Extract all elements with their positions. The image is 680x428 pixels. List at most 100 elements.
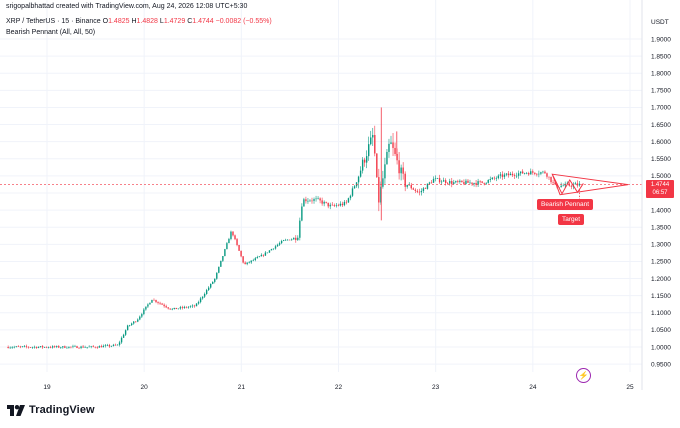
- candle-body: [205, 290, 208, 295]
- candle-body: [473, 182, 475, 184]
- candle-body: [410, 184, 412, 189]
- candle-body: [256, 257, 258, 259]
- candle-body: [78, 348, 80, 349]
- candle-body: [189, 306, 192, 307]
- chart-attribution: srigopalbhattad created with TradingView…: [6, 3, 248, 10]
- candle-body: [349, 195, 352, 199]
- candle-body: [230, 231, 232, 239]
- candle-body: [7, 347, 9, 349]
- candle-body: [126, 325, 129, 331]
- candle-body: [574, 183, 577, 185]
- candle-body: [272, 248, 275, 250]
- candle-body: [153, 299, 155, 301]
- candle-body: [110, 345, 113, 347]
- close-label: C: [187, 18, 193, 25]
- candle-body: [222, 256, 224, 261]
- candle-body: [193, 305, 196, 307]
- candle-body: [331, 204, 333, 206]
- candle-body: [62, 346, 64, 348]
- candle-body: [475, 182, 477, 185]
- candle-body: [540, 172, 542, 174]
- candle-body: [489, 179, 491, 180]
- y-tick-label: 1.0000: [651, 344, 671, 351]
- candle-body: [455, 181, 457, 183]
- candle-body: [19, 346, 21, 348]
- candle-body: [157, 302, 159, 303]
- candle-body: [106, 345, 109, 346]
- candle-body: [284, 239, 287, 241]
- x-tick-label: 19: [43, 384, 51, 391]
- candle-body: [141, 314, 143, 317]
- candle-body: [244, 262, 246, 265]
- candle-body: [21, 346, 24, 347]
- candle-body: [442, 180, 445, 182]
- candle-body: [523, 173, 526, 174]
- candle-body: [396, 153, 398, 161]
- candle-body: [181, 307, 184, 308]
- candle-body: [323, 201, 325, 204]
- candle-body: [112, 344, 115, 346]
- candle-body: [414, 189, 417, 191]
- x-tick-label: 24: [529, 384, 537, 391]
- candle-body: [388, 143, 390, 152]
- candle-body: [203, 294, 206, 297]
- candle-body: [114, 344, 117, 346]
- candle-body: [191, 305, 194, 307]
- candle-body: [459, 180, 461, 182]
- candle-body: [74, 346, 76, 347]
- candle-body: [47, 347, 50, 348]
- candle-body: [335, 205, 338, 207]
- candle-body: [173, 307, 175, 309]
- candle-body: [214, 278, 216, 282]
- candle-body: [548, 176, 550, 178]
- candle-body: [453, 182, 455, 184]
- candle-body: [507, 173, 510, 176]
- candle-body: [301, 206, 303, 221]
- candle-body: [487, 179, 489, 183]
- candle-body: [228, 238, 230, 244]
- time-axis[interactable]: 19 20 21 22 23 24 25: [43, 384, 634, 391]
- candle-body: [471, 182, 473, 184]
- y-tick-label: 0.9500: [651, 361, 671, 368]
- candle-body: [264, 252, 267, 256]
- candle-body: [278, 243, 281, 245]
- candle-body: [242, 256, 244, 263]
- candle-body: [430, 182, 433, 184]
- candle-body: [246, 262, 248, 265]
- candle-body: [270, 249, 273, 251]
- candle-body: [550, 176, 552, 183]
- candle-body: [72, 346, 74, 347]
- price-axis[interactable]: 0.9500 1.0000 1.0500 1.1000 1.1500 1.2000 1.25…: [651, 36, 671, 368]
- candle-body: [43, 346, 46, 348]
- candle-body: [88, 346, 90, 348]
- candle-body: [359, 170, 362, 177]
- candle-body: [41, 346, 44, 348]
- replay-icon[interactable]: ⚡: [576, 368, 591, 383]
- candle-body: [509, 173, 512, 176]
- candle-body: [374, 135, 376, 154]
- candle-body: [9, 347, 11, 349]
- candle-body: [149, 302, 151, 305]
- candle-body: [11, 347, 13, 348]
- candle-body: [224, 249, 226, 257]
- candle-body: [398, 160, 400, 174]
- pennant-zigzag: [551, 173, 584, 195]
- candle-body: [570, 185, 572, 187]
- y-tick-label: 1.4000: [651, 207, 671, 214]
- candle-body: [406, 184, 408, 187]
- candle-body: [116, 344, 119, 346]
- candle-body: [345, 201, 348, 203]
- symbol-name[interactable]: XRP / TetherUS · 15 · Binance: [6, 18, 101, 25]
- candle-body: [80, 346, 82, 349]
- target-label[interactable]: Target: [558, 214, 585, 225]
- candle-body: [226, 243, 228, 250]
- candle-body: [521, 171, 524, 174]
- candle-body: [418, 191, 421, 193]
- candle-body: [491, 177, 493, 180]
- candle-body: [307, 200, 309, 202]
- candle-body: [408, 184, 410, 186]
- indicator-legend[interactable]: Bearish Pennant (All, All, 50): [6, 29, 96, 36]
- candle-body: [305, 199, 307, 202]
- bearish-pennant-label[interactable]: Bearish Pennant: [537, 199, 594, 210]
